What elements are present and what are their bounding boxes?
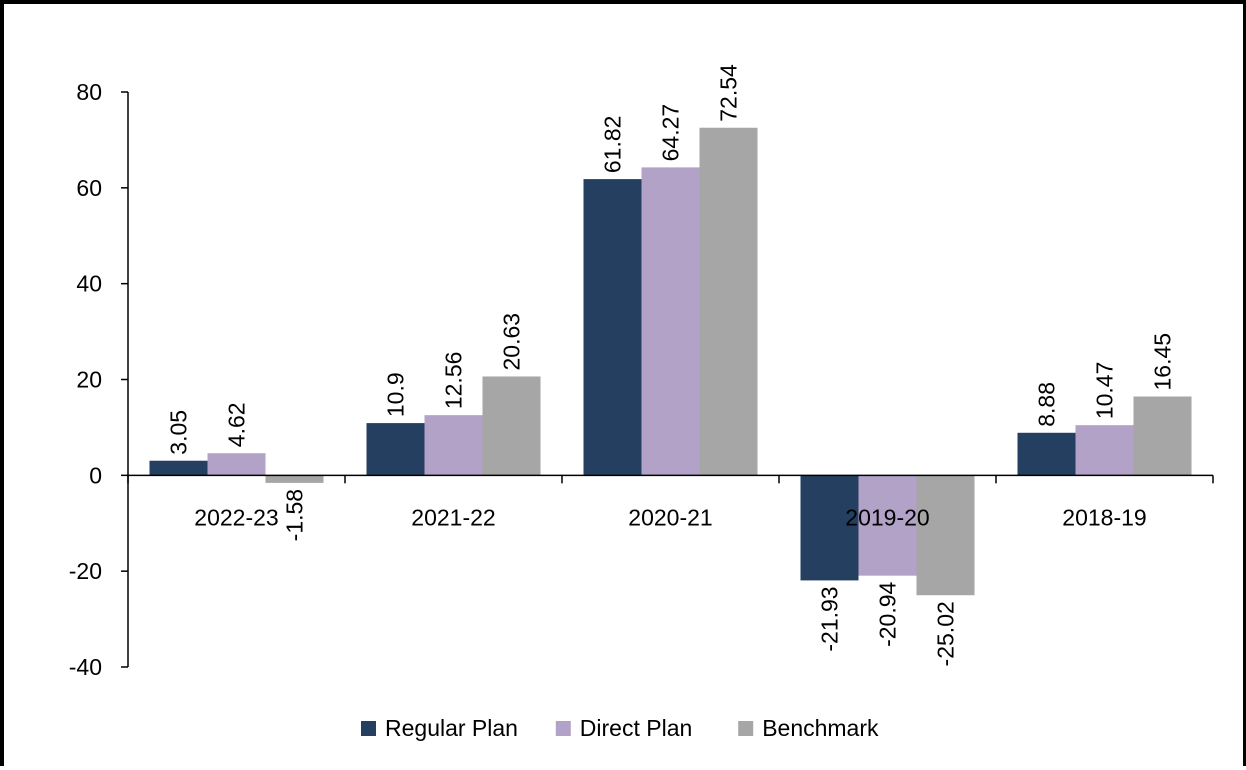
data-label: 64.27: [658, 104, 684, 162]
y-tick-label: -20: [69, 558, 102, 584]
y-tick-label: 80: [76, 79, 102, 105]
category-label: 2022-23: [194, 504, 278, 530]
legend-swatch: [361, 721, 376, 736]
y-tick-label: 60: [76, 175, 102, 201]
data-label: 10.47: [1092, 362, 1118, 420]
bar: [424, 415, 483, 476]
data-label: 20.63: [499, 313, 525, 371]
category-label: 2018-19: [1062, 504, 1146, 530]
bar: [366, 423, 425, 476]
data-labels-layer: 3.05 10.9 61.82 -21.93 8.88 4.62 12.56 64.27 -20…: [166, 64, 1176, 666]
category-label: 2019-20: [845, 504, 929, 530]
data-label: 72.54: [716, 64, 742, 122]
bar: [1133, 396, 1192, 476]
legend-label: Direct Plan: [580, 715, 692, 741]
bars-layer: [149, 127, 1192, 596]
bar: [149, 460, 208, 476]
y-tick-label: 20: [76, 367, 102, 393]
data-label: 16.45: [1150, 333, 1176, 391]
bar-chart: 80 60 40 20 0 -20 -40 2022-23 2021-22 2020-21 2019…: [69, 64, 1214, 741]
legend: Regular Plan Direct Plan Benchmark: [361, 715, 879, 741]
data-label: 4.62: [224, 402, 250, 447]
legend-label: Benchmark: [762, 715, 879, 741]
legend-swatch: [555, 721, 571, 736]
bar: [1017, 432, 1076, 476]
data-label: 10.9: [383, 372, 409, 417]
y-tick-label: -40: [69, 654, 102, 680]
bar: [265, 475, 324, 483]
bar: [800, 475, 859, 581]
legend-swatch: [738, 721, 754, 736]
data-label: -1.58: [282, 489, 308, 541]
data-label: -20.94: [875, 581, 901, 646]
bar: [1075, 425, 1134, 476]
category-label: 2021-22: [411, 504, 495, 530]
category-label: 2020-21: [628, 504, 712, 530]
y-tick-label: 40: [76, 271, 102, 297]
bar: [207, 453, 266, 476]
bar: [641, 167, 700, 476]
bar: [583, 179, 642, 476]
data-label: 3.05: [166, 410, 192, 455]
data-label: -21.93: [817, 586, 843, 651]
bar: [916, 475, 975, 596]
bar: [482, 376, 541, 476]
data-label: 12.56: [441, 352, 467, 410]
y-tick-label: 0: [89, 462, 102, 488]
axes-layer: 80 60 40 20 0 -20 -40 2022-23 2021-22 2020-21 2019…: [69, 79, 1214, 680]
data-label: -25.02: [933, 601, 959, 666]
legend-label: Regular Plan: [385, 715, 518, 741]
bar: [858, 475, 917, 576]
bar: [699, 127, 758, 476]
data-label: 8.88: [1034, 382, 1060, 427]
data-label: 61.82: [600, 116, 626, 174]
